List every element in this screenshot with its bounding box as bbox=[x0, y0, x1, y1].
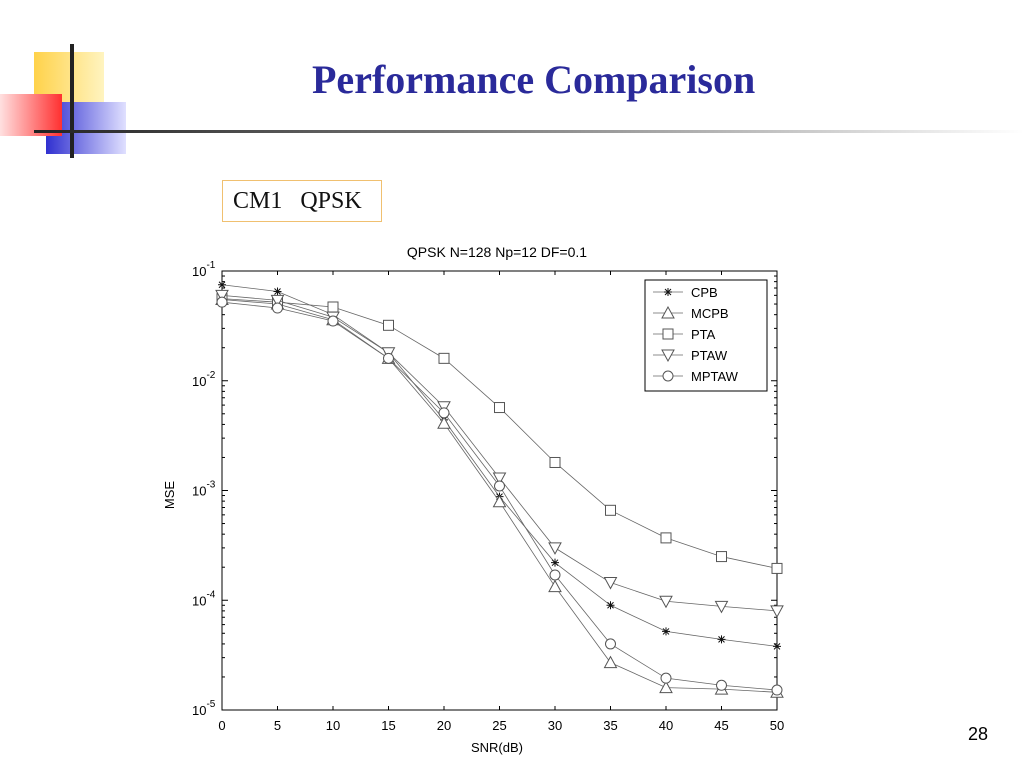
data-point bbox=[438, 407, 450, 419]
data-point bbox=[549, 456, 561, 468]
y-tick-label: 10-5 bbox=[192, 699, 216, 718]
x-tick-label: 0 bbox=[218, 718, 225, 733]
data-point bbox=[270, 294, 285, 308]
data-point bbox=[662, 627, 670, 636]
legend-entry: CPB bbox=[653, 285, 718, 300]
data-point bbox=[659, 680, 673, 694]
data-point bbox=[215, 289, 229, 303]
legend-marker bbox=[661, 305, 675, 319]
legend-label: PTAW bbox=[691, 348, 728, 363]
data-point bbox=[216, 296, 228, 308]
series-mptaw bbox=[216, 296, 783, 696]
x-tick-label: 5 bbox=[274, 718, 281, 733]
page-number: 28 bbox=[968, 724, 989, 744]
y-axis-label: MSE bbox=[162, 481, 177, 510]
legend-entry: MCPB bbox=[653, 305, 729, 321]
x-tick-label: 50 bbox=[770, 718, 784, 733]
data-point bbox=[551, 558, 559, 567]
legend-label: CPB bbox=[691, 285, 718, 300]
legend-marker bbox=[661, 349, 675, 363]
data-point bbox=[716, 551, 727, 563]
data-point bbox=[603, 577, 618, 590]
x-tick-label: 20 bbox=[437, 718, 451, 733]
data-point bbox=[548, 542, 562, 555]
legend-entry: PTAW bbox=[653, 348, 728, 363]
data-point bbox=[770, 605, 784, 618]
data-point bbox=[272, 302, 283, 314]
y-tick-label: 10-2 bbox=[192, 370, 216, 389]
data-point bbox=[492, 494, 507, 508]
legend-entry: MPTAW bbox=[653, 369, 739, 384]
data-point bbox=[771, 684, 783, 696]
x-axis: 0 5 10 15 20 25 30 35 40 45 50 bbox=[218, 271, 784, 733]
legend-marker bbox=[662, 328, 674, 340]
data-point bbox=[494, 480, 505, 492]
data-point bbox=[437, 401, 451, 414]
data-point bbox=[659, 595, 673, 609]
chart-title: QPSK N=128 Np=12 DF=0.1 bbox=[407, 244, 587, 260]
page-title: Performance Comparison bbox=[312, 57, 756, 102]
y-tick-label: 10-4 bbox=[192, 589, 216, 608]
data-point bbox=[603, 655, 618, 669]
y-tick-label: 10-1 bbox=[192, 260, 216, 279]
legend-label: MPTAW bbox=[691, 369, 739, 384]
data-point bbox=[716, 679, 727, 691]
x-tick-label: 45 bbox=[714, 718, 728, 733]
legend: CPB MCPB PTA PTAW MPTAW bbox=[644, 279, 768, 392]
legend-marker bbox=[664, 288, 672, 296]
x-tick-label: 10 bbox=[326, 718, 340, 733]
series-ptaw bbox=[215, 289, 784, 618]
legend-label: MCPB bbox=[691, 306, 729, 321]
x-tick-label: 25 bbox=[492, 718, 506, 733]
data-point bbox=[492, 472, 507, 486]
data-point bbox=[327, 301, 339, 313]
data-point bbox=[273, 287, 282, 296]
subtitle-box: CM1 QPSK bbox=[222, 180, 382, 222]
data-point bbox=[494, 402, 505, 414]
data-point bbox=[717, 635, 726, 644]
data-point bbox=[605, 504, 616, 516]
x-tick-label: 35 bbox=[603, 718, 617, 733]
x-tick-label: 15 bbox=[381, 718, 395, 733]
data-point bbox=[660, 672, 672, 684]
data-point bbox=[714, 600, 729, 614]
data-point bbox=[549, 569, 561, 581]
legend-marker bbox=[662, 370, 674, 382]
x-tick-label: 30 bbox=[548, 718, 562, 733]
data-point bbox=[383, 319, 394, 331]
legend-entry: PTA bbox=[653, 327, 716, 342]
data-point bbox=[327, 315, 339, 327]
data-point bbox=[660, 532, 672, 544]
data-point bbox=[548, 579, 562, 593]
data-point bbox=[383, 352, 394, 364]
data-point bbox=[771, 562, 783, 574]
legend-label: PTA bbox=[691, 327, 716, 342]
data-point bbox=[438, 352, 450, 364]
data-point bbox=[437, 416, 451, 429]
data-point bbox=[606, 601, 615, 610]
data-point bbox=[773, 642, 781, 651]
series-layer bbox=[215, 280, 784, 698]
x-axis-label: SNR(dB) bbox=[471, 740, 523, 755]
x-tick-label: 40 bbox=[659, 718, 673, 733]
data-point bbox=[605, 638, 616, 650]
data-point bbox=[218, 280, 226, 289]
y-tick-label: 10-3 bbox=[192, 480, 216, 499]
